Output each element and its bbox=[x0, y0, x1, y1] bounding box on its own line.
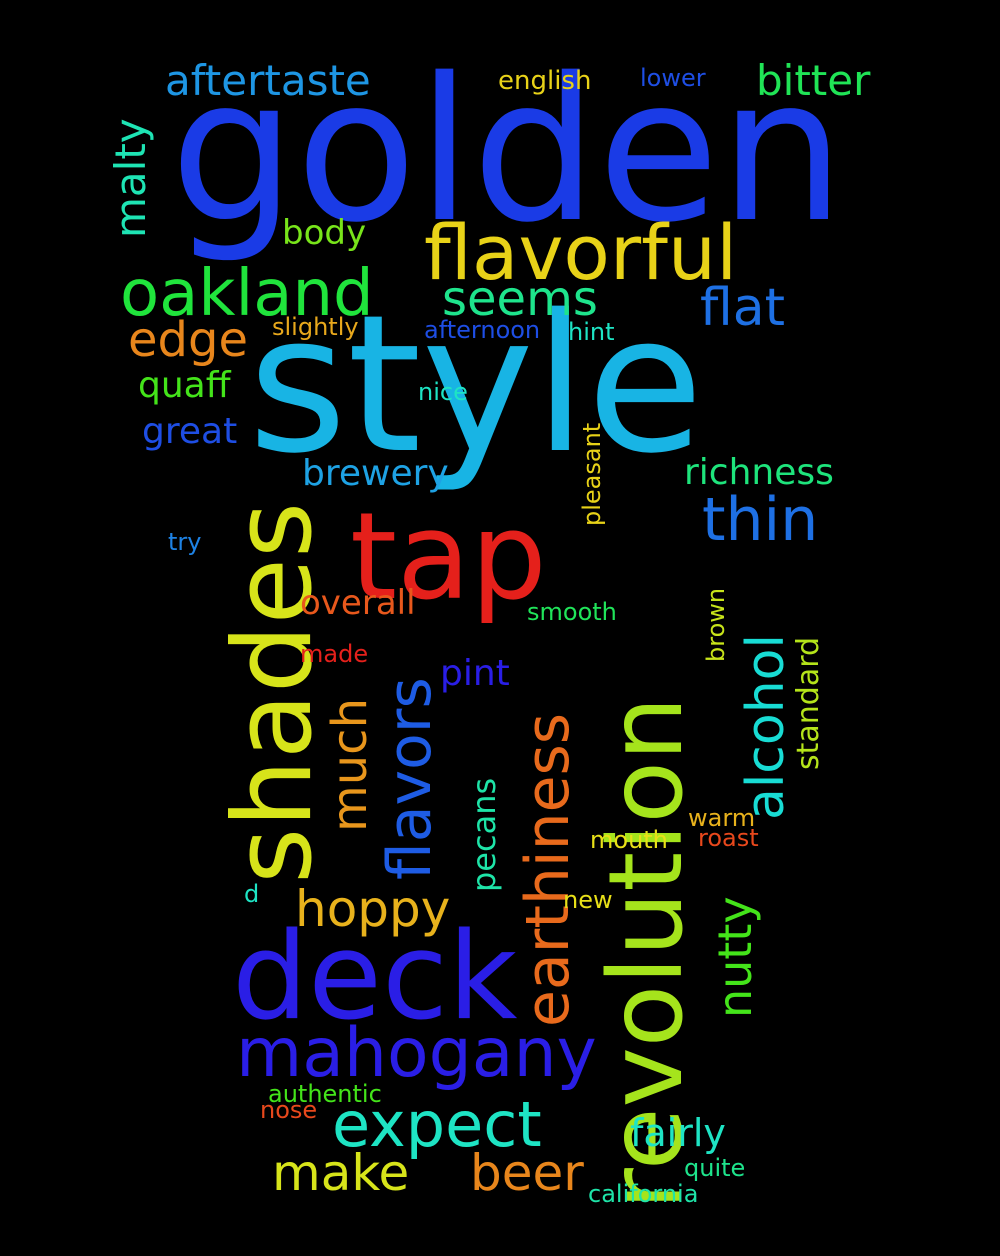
word-thin: thin bbox=[702, 485, 819, 555]
word-slightly: slightly bbox=[272, 313, 359, 341]
word-nose: nose bbox=[260, 1096, 318, 1124]
word-quite: quite bbox=[684, 1154, 746, 1182]
word-beer: beer bbox=[470, 1144, 584, 1202]
word-afternoon: afternoon bbox=[424, 316, 541, 344]
word-made: made bbox=[300, 640, 369, 668]
word-edge: edge bbox=[128, 312, 248, 368]
word-hint: hint bbox=[568, 318, 615, 346]
word-aftertaste: aftertaste bbox=[165, 56, 371, 105]
word-california: california bbox=[588, 1180, 699, 1208]
word-earthiness: earthiness bbox=[513, 712, 583, 1027]
word-overall: overall bbox=[300, 583, 416, 623]
word-deck: deck bbox=[232, 908, 518, 1047]
word-brewery: brewery bbox=[302, 453, 449, 494]
word-d: d bbox=[244, 880, 260, 908]
word-richness: richness bbox=[684, 452, 834, 493]
word-alcohol: alcohol bbox=[736, 634, 796, 820]
word-flat: flat bbox=[700, 278, 786, 338]
word-standard: standard bbox=[791, 636, 826, 770]
word-nice: nice bbox=[418, 378, 468, 406]
word-seems: seems bbox=[442, 271, 598, 327]
word-golden: golden bbox=[170, 35, 845, 266]
word-pleasant: pleasant bbox=[578, 422, 606, 526]
word-style: style bbox=[248, 274, 704, 495]
word-try: try bbox=[168, 528, 202, 556]
word-new: new bbox=[563, 886, 613, 914]
word-shades: shades bbox=[211, 501, 336, 884]
word-lower: lower bbox=[640, 64, 706, 92]
word-smooth: smooth bbox=[527, 598, 617, 626]
word-make: make bbox=[272, 1144, 410, 1202]
word-tap: tap bbox=[350, 488, 547, 627]
word-hoppy: hoppy bbox=[295, 880, 451, 938]
word-great: great bbox=[142, 411, 238, 452]
word-quaff: quaff bbox=[138, 365, 231, 406]
word-oakland: oakland bbox=[120, 257, 374, 331]
word-mahogany: mahogany bbox=[236, 1014, 597, 1093]
word-authentic: authentic bbox=[268, 1080, 382, 1108]
word-fairly: fairly bbox=[630, 1111, 726, 1155]
word-brown: brown bbox=[702, 587, 730, 662]
word-english: english bbox=[498, 66, 592, 96]
word-pecans: pecans bbox=[465, 777, 503, 892]
word-mouth: mouth bbox=[590, 826, 668, 854]
word-warm: warm bbox=[688, 804, 756, 832]
word-flavorful: flavorful bbox=[424, 208, 738, 297]
word-much: much bbox=[322, 698, 378, 832]
word-roast: roast bbox=[698, 824, 759, 852]
word-bitter: bitter bbox=[756, 56, 871, 105]
word-expect: expect bbox=[332, 1088, 542, 1161]
word-pint: pint bbox=[440, 653, 510, 694]
word-nutty: nutty bbox=[708, 896, 762, 1018]
word-body: body bbox=[282, 213, 367, 253]
word-malty: malty bbox=[106, 118, 155, 238]
word-flavors: flavors bbox=[375, 677, 445, 880]
